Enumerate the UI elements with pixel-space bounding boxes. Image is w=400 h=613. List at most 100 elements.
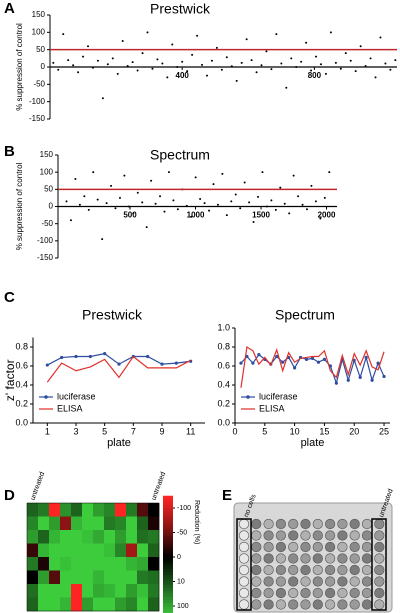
column-label: untreated	[30, 471, 47, 501]
well	[337, 576, 348, 587]
legend-marker	[246, 395, 250, 399]
point	[123, 174, 126, 177]
colorbar-slice	[163, 523, 173, 527]
x-tick-label: 1500	[252, 211, 270, 220]
point	[280, 62, 283, 65]
heatmap-cell	[115, 543, 127, 558]
well	[300, 564, 311, 576]
well	[361, 553, 373, 564]
heatmap-cell	[71, 557, 83, 571]
point	[92, 171, 95, 174]
y-tick-label: 0.6	[217, 360, 230, 370]
heatmap-cell	[137, 570, 149, 585]
heatmap-cell	[115, 516, 127, 531]
point	[376, 361, 380, 365]
well	[288, 541, 299, 553]
well	[361, 576, 373, 587]
point	[121, 40, 124, 42]
heatmap-cell	[38, 584, 50, 598]
point	[225, 56, 228, 59]
well	[300, 553, 311, 564]
heatmap-cell	[27, 570, 39, 585]
colorbar-slice	[163, 599, 173, 604]
heatmap-cell	[82, 503, 94, 517]
heatmap-cell	[115, 584, 127, 598]
y-tick-label: 0.4	[217, 379, 230, 389]
point	[106, 63, 109, 66]
well	[374, 599, 385, 610]
x-tick-label: 400	[176, 71, 190, 80]
point	[117, 362, 121, 366]
colorbar-tick-label: 100	[177, 603, 189, 610]
x-tick-label: 5	[262, 426, 267, 436]
heatmap-cell	[60, 543, 72, 558]
point	[163, 210, 166, 213]
heatmap-cell	[126, 516, 138, 531]
point	[310, 69, 313, 72]
point	[166, 76, 169, 79]
heatmap-cell	[38, 597, 50, 612]
point	[205, 74, 208, 77]
y-tick-label: 0.6	[15, 360, 28, 370]
colorbar-slice	[163, 550, 173, 555]
well	[238, 564, 250, 576]
x-tick-label: 3	[73, 426, 78, 436]
point	[215, 46, 218, 49]
well	[361, 587, 373, 599]
heatmap-cell	[148, 557, 160, 571]
point	[159, 195, 162, 198]
well	[312, 530, 323, 541]
heatmap-frame	[26, 502, 160, 612]
point	[316, 360, 321, 364]
heatmap-cell	[93, 557, 105, 571]
well	[312, 576, 323, 587]
point	[167, 171, 170, 174]
point	[176, 208, 179, 211]
point	[394, 59, 397, 62]
point	[82, 55, 85, 58]
heatmap-cell	[82, 597, 94, 612]
colorbar-slice	[163, 517, 173, 521]
point	[389, 68, 392, 71]
heatmap-cell	[93, 584, 105, 598]
heatmap-cell	[104, 557, 116, 571]
point	[346, 378, 350, 382]
heatmap-cell	[93, 530, 105, 544]
heatmap-cell	[71, 584, 83, 598]
colorbar-slice	[163, 544, 173, 549]
well	[288, 587, 299, 599]
point	[234, 193, 237, 196]
heatmap-cell	[60, 570, 72, 585]
heatmap-cell	[27, 516, 39, 531]
colorbar-label: Reduction (%)	[193, 500, 200, 544]
chart-title: Prestwick	[82, 307, 143, 323]
well	[275, 564, 287, 576]
colorbar-slice	[163, 593, 173, 598]
point	[88, 354, 92, 359]
point	[145, 226, 148, 229]
well	[275, 530, 287, 541]
colorbar-slice	[163, 569, 173, 573]
well	[337, 553, 348, 564]
heatmap-cell	[60, 503, 72, 517]
y-tick-label: -150	[37, 253, 54, 262]
heatmap-cell	[71, 570, 83, 585]
point	[275, 354, 279, 359]
y-tick-label: 0	[41, 62, 46, 71]
point	[270, 68, 273, 71]
y-tick-label: 0.2	[15, 398, 28, 408]
heatmap-cell	[27, 503, 39, 517]
well	[349, 587, 360, 599]
point	[293, 366, 297, 370]
point	[136, 191, 139, 194]
point	[324, 72, 327, 75]
point	[221, 172, 224, 175]
colorbar-slice	[163, 587, 173, 592]
heatmap-cell	[60, 557, 72, 571]
well	[263, 587, 274, 599]
point	[199, 197, 202, 200]
heatmap-cell	[104, 543, 116, 558]
well	[263, 576, 274, 587]
point	[305, 41, 308, 44]
point	[292, 174, 295, 177]
